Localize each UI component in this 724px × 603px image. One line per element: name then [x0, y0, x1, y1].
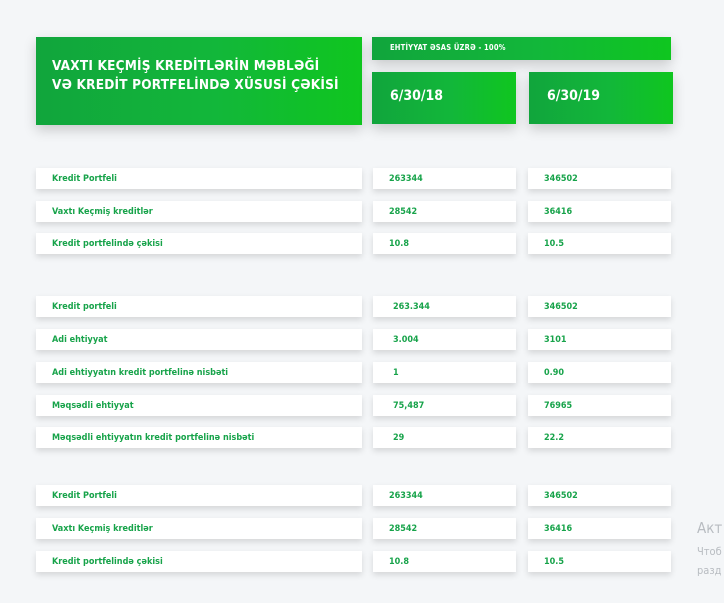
row-label: Kredit portfelində çəkisi — [36, 551, 362, 572]
row-value-2019: 10.5 — [528, 551, 671, 572]
date-header-2: 6/30/19 — [529, 72, 673, 124]
activation-watermark-line: Чтоб — [697, 545, 722, 558]
table-title: VAXTI KEÇMİŞ KREDİTLƏRİN MƏBLƏĞİ VƏ KRED… — [52, 57, 352, 95]
row-label: Məqsədli ehtiyyat — [36, 395, 362, 416]
row-value-2018: 263.344 — [373, 296, 516, 317]
row-value-2019: 36416 — [528, 201, 671, 222]
reserve-note-header: EHTİYYAT ƏSAS ÜZRƏ - 100% — [372, 37, 671, 60]
row-value-2019: 346502 — [528, 168, 671, 189]
date-header-1-text: 6/30/18 — [390, 88, 444, 104]
row-label: Vaxtı Keçmiş kreditlər — [36, 518, 362, 539]
row-label: Kredit Portfeli — [36, 168, 362, 189]
row-value-2018: 28542 — [373, 201, 516, 222]
table-title-line-1: VAXTI KEÇMİŞ KREDİTLƏRİN MƏBLƏĞİ — [52, 58, 320, 74]
row-label: Vaxtı Keçmiş kreditlər — [36, 201, 362, 222]
row-label: Kredit Portfeli — [36, 485, 362, 506]
date-header-1: 6/30/18 — [372, 72, 516, 124]
row-label: Məqsədli ehtiyyatın kredit portfelinə ni… — [36, 427, 362, 448]
row-value-2018: 263344 — [373, 485, 516, 506]
activation-watermark-line: разд — [697, 564, 722, 577]
table-title-line-2: VƏ KREDİT PORTFELİNDƏ XÜSUSİ ÇƏKİSİ — [52, 77, 339, 93]
row-value-2018: 3.004 — [373, 329, 516, 350]
row-value-2019: 0.90 — [528, 362, 671, 383]
row-label: Adi ehtiyyatın kredit portfelinə nisbəti — [36, 362, 362, 383]
row-value-2019: 346502 — [528, 485, 671, 506]
table-title-card: VAXTI KEÇMİŞ KREDİTLƏRİN MƏBLƏĞİ VƏ KRED… — [36, 37, 362, 125]
activation-watermark-title: Акт — [697, 519, 723, 537]
row-value-2018: 29 — [373, 427, 516, 448]
row-value-2018: 28542 — [373, 518, 516, 539]
row-value-2018: 263344 — [373, 168, 516, 189]
row-value-2019: 22.2 — [528, 427, 671, 448]
row-label: Kredit portfeli — [36, 296, 362, 317]
row-value-2019: 3101 — [528, 329, 671, 350]
row-label: Adi ehtiyyat — [36, 329, 362, 350]
row-value-2018: 75,487 — [373, 395, 516, 416]
row-value-2018: 1 — [373, 362, 516, 383]
row-value-2019: 36416 — [528, 518, 671, 539]
reserve-note-text: EHTİYYAT ƏSAS ÜZRƏ - 100% — [390, 43, 506, 52]
row-value-2018: 10.8 — [373, 551, 516, 572]
row-value-2019: 346502 — [528, 296, 671, 317]
row-value-2019: 76965 — [528, 395, 671, 416]
row-value-2019: 10.5 — [528, 233, 671, 254]
row-value-2018: 10.8 — [373, 233, 516, 254]
date-header-2-text: 6/30/19 — [547, 88, 601, 104]
row-label: Kredit portfelində çəkisi — [36, 233, 362, 254]
